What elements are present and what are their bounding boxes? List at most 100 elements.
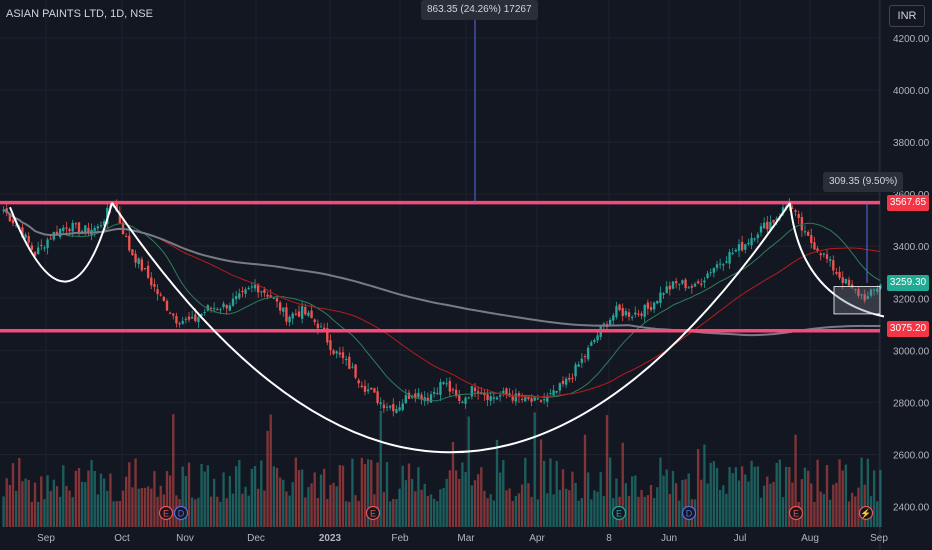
volume-bar [190,497,194,527]
candle [489,396,492,401]
candle [175,315,178,324]
candle [728,252,731,264]
volume-bar [580,497,584,527]
event-marker [173,505,189,521]
volume-bar [725,493,728,527]
candle [250,286,254,288]
candle [288,316,291,323]
candle [759,226,763,233]
volume-bar [737,480,741,527]
volume-bar [489,494,492,527]
event-marker-label: E [163,509,169,519]
volume-bar [552,494,555,527]
volume-bar [304,497,307,527]
volume-bar [621,442,624,527]
candle [527,396,530,400]
candle [244,289,247,294]
volume-bar [200,463,203,527]
candle [473,387,477,392]
volume-bar [464,472,467,527]
candle [841,277,844,284]
volume-bar [247,495,250,527]
handle-curve [789,202,885,318]
x-tick-label: Feb [391,533,409,544]
candle [153,284,156,287]
candle [21,227,24,238]
candle [159,294,162,296]
candle [546,395,549,402]
volume-bar [5,478,8,527]
volume-bar [341,465,345,527]
volume-bar [872,470,876,527]
volume-bar [300,469,304,527]
volume-bar [665,469,668,527]
volume-bar [879,470,882,527]
candle [46,239,49,249]
y-tick-label: 2600.00 [893,450,930,461]
volume-bar [473,480,477,527]
candle [24,234,27,238]
candle [228,305,232,311]
volume-bar [21,481,24,527]
candle [470,385,474,397]
candle [737,244,741,251]
candle [863,294,866,301]
volume-bar [338,465,342,527]
candle [608,319,612,326]
volume-bar [216,496,219,527]
volume-bar [43,499,46,527]
volume-bar [96,494,100,527]
candle [58,228,62,238]
candle [495,397,499,400]
volume-bar [602,496,606,527]
volume-bar [99,473,103,527]
candle [263,289,266,294]
candle [832,260,835,271]
volume-bar [228,475,232,527]
candle [11,219,15,224]
candle [197,317,200,323]
candle [241,290,244,292]
candle [168,312,172,314]
candle [634,312,637,315]
volume-bar [750,460,753,527]
candle [272,297,276,299]
volume-bar [80,481,84,527]
volume-bar [520,484,524,527]
candle [762,222,766,229]
volume-bar [93,470,96,527]
volume-bar [203,471,206,527]
candle [740,242,744,251]
candle [231,298,235,306]
candle [539,400,543,402]
volume-bar [590,499,593,527]
currency-button[interactable]: INR [889,5,925,27]
volume-bar [819,491,822,527]
volume-bar [709,462,712,527]
volume-bar [772,481,775,527]
volume-bar [181,466,184,527]
candle [165,300,169,311]
volume-bar [794,434,797,527]
candle [194,314,197,321]
candle [725,261,728,263]
volume-bar [700,479,703,527]
candle [124,236,128,238]
x-tick-label: Sep [37,533,55,544]
candle [681,280,684,284]
volume-bar [332,482,335,527]
volume-bar [778,459,782,527]
volume-bar [536,499,540,527]
volume-bar [687,473,690,527]
left-cup-curve [9,202,113,283]
candle [379,402,382,405]
volume-bar [146,486,150,527]
event-marker-label: D [686,509,693,519]
candle [291,313,294,319]
candle [612,315,615,321]
volume-bar [313,472,316,527]
volume-bar [124,476,128,527]
measure-label-top: 863.35 (24.26%) 17267 [421,0,538,20]
candle [401,403,404,410]
